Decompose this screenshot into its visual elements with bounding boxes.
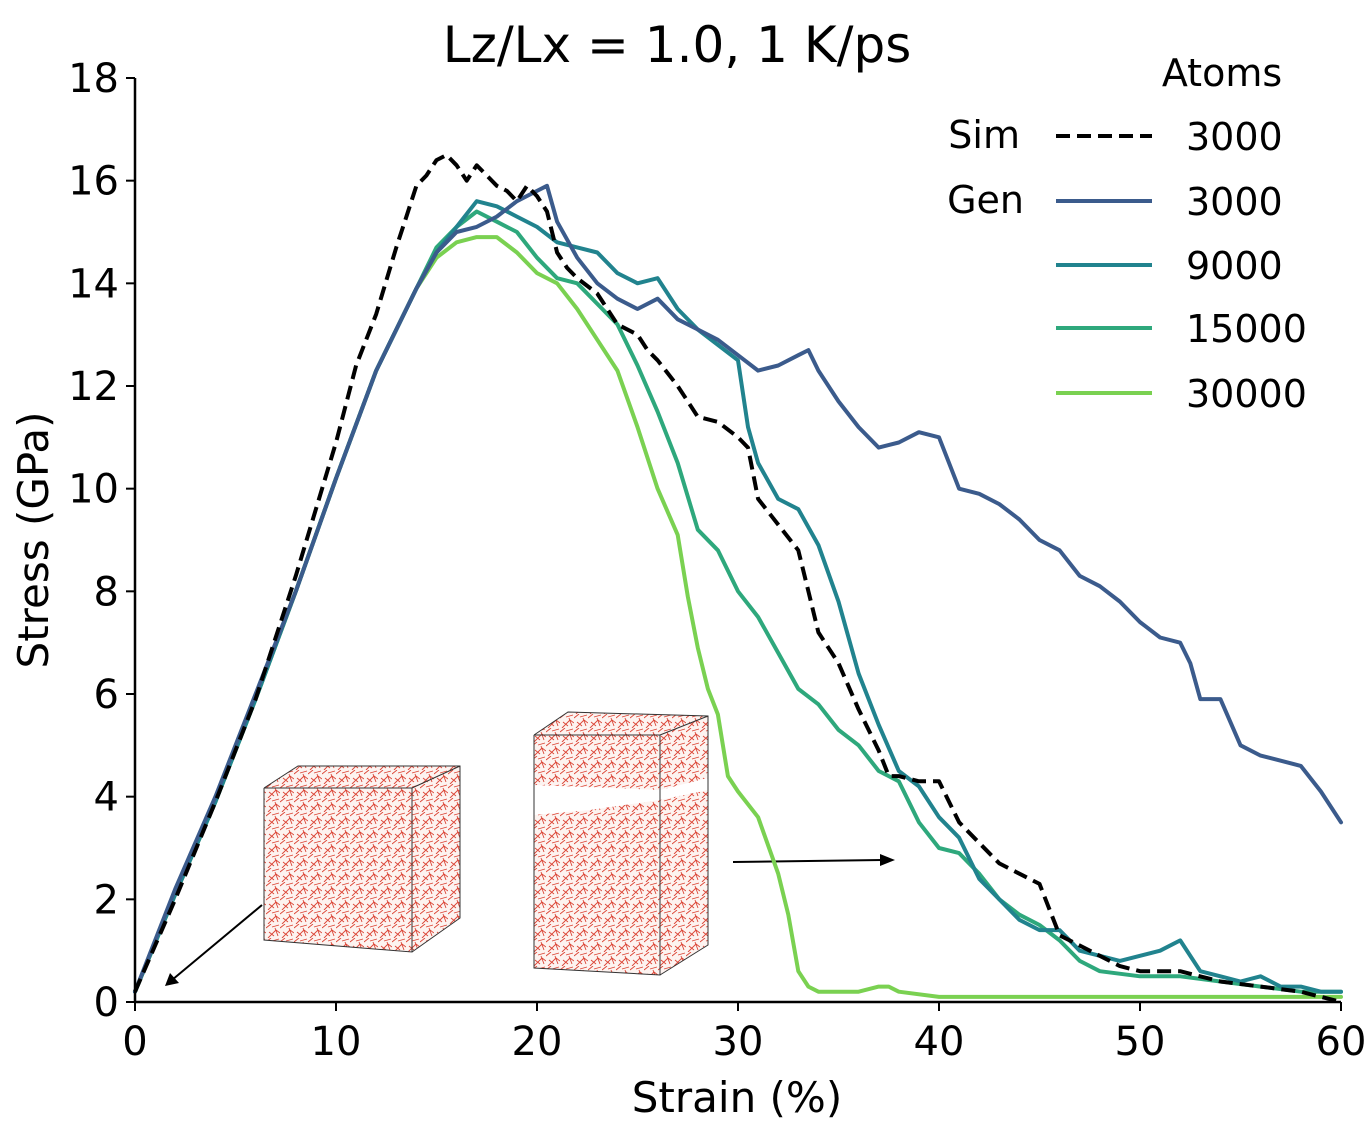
inset-initial-structure — [263, 765, 461, 953]
y-tick-label: 18 — [68, 56, 119, 102]
x-tick-label: 30 — [713, 1019, 764, 1065]
y-tick-label: 6 — [94, 672, 119, 718]
inset-arrow-left — [165, 904, 263, 986]
series-line-gen-3000 — [133, 183, 1343, 994]
inset-arrow-right — [732, 854, 895, 866]
series-line-gen-9000 — [133, 199, 1343, 994]
y-tick-label: 2 — [94, 877, 119, 923]
y-tick-label: 4 — [94, 775, 119, 821]
x-tick-label: 60 — [1316, 1019, 1367, 1065]
x-tick-label: 0 — [122, 1019, 147, 1065]
y-ticks: 0 2 4 6 8 10 12 14 16 18 — [68, 56, 135, 1026]
x-tick-label: 10 — [311, 1019, 362, 1065]
y-tick-label: 14 — [68, 261, 119, 307]
y-tick-label: 8 — [94, 569, 119, 615]
legend-title: Atoms — [1162, 51, 1282, 95]
series-line-sim-3000 — [133, 153, 1342, 1004]
series-line-gen-30000 — [133, 235, 1343, 999]
y-axis-label: Stress (GPa) — [9, 412, 58, 669]
x-axis-label: Strain (%) — [632, 1073, 842, 1122]
legend-entries: 3000 3000 9000 15000 30000 — [1056, 115, 1307, 416]
y-tick-label: 10 — [68, 467, 119, 513]
y-tick-label: 0 — [94, 980, 119, 1026]
legend-label-1: 3000 — [1186, 180, 1283, 224]
y-tick-label: 16 — [68, 159, 119, 205]
series-line-gen-15000 — [133, 209, 1343, 994]
x-tick-label: 40 — [914, 1019, 965, 1065]
inset-fractured-structure — [533, 711, 709, 976]
legend-group-gen: Gen — [947, 178, 1024, 222]
x-tick-label: 20 — [512, 1019, 563, 1065]
series-layer — [133, 153, 1343, 1004]
legend-label-2: 9000 — [1186, 244, 1283, 288]
legend-label-0: 3000 — [1186, 115, 1283, 159]
legend: Atoms Sim Gen 3000 3000 9000 15000 30000 — [947, 51, 1307, 416]
legend-group-sim: Sim — [948, 113, 1020, 157]
x-tick-label: 50 — [1115, 1019, 1166, 1065]
legend-label-3: 15000 — [1186, 307, 1307, 351]
y-tick-label: 12 — [68, 364, 119, 410]
x-ticks: 0 10 20 30 40 50 60 — [122, 1002, 1366, 1065]
chart-title: Lz/Lx = 1.0, 1 K/ps — [443, 16, 912, 74]
legend-label-4: 30000 — [1186, 372, 1307, 416]
